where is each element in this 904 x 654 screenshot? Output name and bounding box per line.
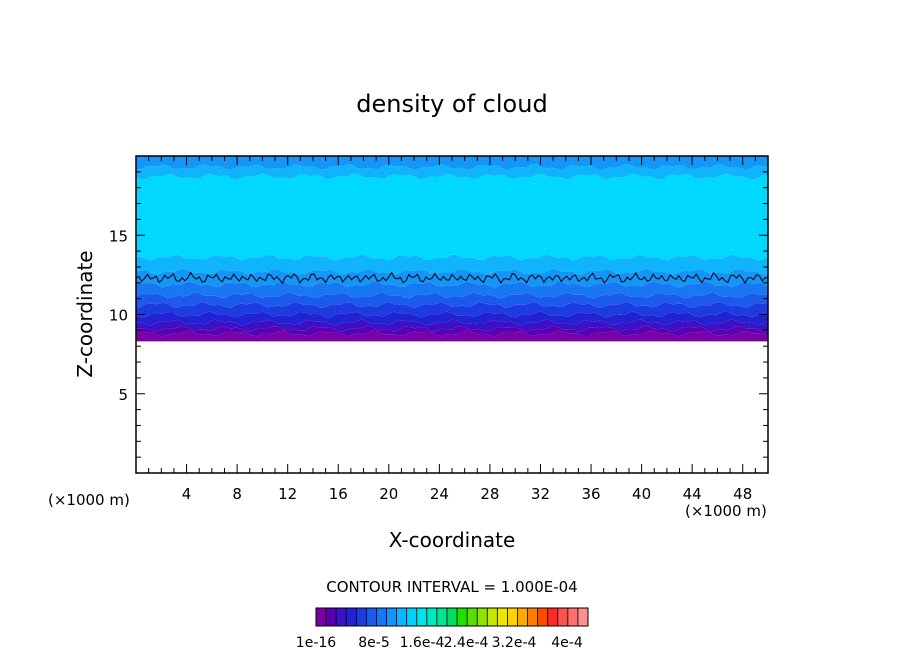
y-axis: 5 10 15	[109, 171, 768, 458]
x-tick-label: 36	[581, 485, 600, 503]
colorbar-swatch	[396, 608, 407, 626]
density-band	[136, 330, 768, 342]
colorbar-swatch	[416, 608, 428, 626]
colorbar-swatch	[436, 608, 448, 626]
x-tick-label: 4	[182, 485, 192, 503]
chart-title: density of cloud	[356, 90, 547, 118]
x-tick-label: 16	[329, 485, 348, 503]
colorbar-swatch	[356, 608, 367, 626]
x-tick-label: 28	[480, 485, 499, 503]
density-band	[136, 281, 768, 299]
colorbar-labels: 1e-16 8e-5 1.6e-4 2.4e-4 3.2e-4 4e-4	[296, 635, 583, 651]
x-tick-label: 44	[683, 485, 702, 503]
x-unit-left: (×1000 m)	[48, 491, 130, 509]
density-band	[136, 254, 768, 275]
colorbar-swatch	[467, 608, 478, 626]
colorbar-swatch	[517, 608, 528, 626]
x-tick-label: 12	[278, 485, 297, 503]
colorbar-swatch	[487, 608, 498, 626]
density-band	[136, 268, 768, 288]
density-band	[136, 311, 768, 326]
colorbar-swatch	[507, 608, 518, 626]
x-tick-label: 40	[632, 485, 651, 503]
density-field	[136, 156, 768, 342]
x-axis: 4 8 12 16 20 24 28 32 36 40 44 48	[148, 156, 756, 503]
x-unit-right: (×1000 m)	[685, 502, 767, 520]
x-tick-label: 48	[733, 485, 752, 503]
colorbar-swatch	[497, 608, 508, 626]
x-axis-label: X-coordinate	[389, 528, 516, 552]
colorbar-swatch	[376, 608, 387, 626]
y-tick-label: 5	[118, 386, 128, 404]
colorbar-label: 8e-5	[358, 635, 389, 651]
colorbar-swatch	[346, 608, 357, 626]
colorbar-swatch	[457, 608, 468, 626]
density-band	[136, 156, 768, 171]
density-band	[136, 173, 768, 261]
colorbar-swatch	[326, 608, 337, 626]
colorbar-label: 2.4e-4	[444, 635, 489, 651]
x-tick-label: 8	[232, 485, 242, 503]
colorbar-swatch	[426, 608, 438, 626]
colorbar-swatch	[386, 608, 397, 626]
colorbar-swatch	[336, 608, 347, 626]
x-tick-label: 20	[379, 485, 398, 503]
colorbar-swatch	[567, 608, 579, 626]
colorbar-swatch	[557, 608, 569, 626]
contour-line	[136, 271, 768, 285]
colorbar-swatch	[477, 608, 488, 626]
y-axis-label: Z-coordinate	[73, 250, 97, 377]
density-band	[136, 319, 768, 332]
x-tick-label: 24	[430, 485, 449, 503]
density-band	[136, 164, 768, 180]
density-band	[136, 301, 768, 318]
x-tick-label: 32	[531, 485, 550, 503]
colorbar-swatch	[316, 608, 327, 626]
colorbar-swatch	[406, 608, 418, 626]
density-band	[136, 325, 768, 337]
colorbar-swatch	[547, 608, 559, 626]
colorbar-swatch	[577, 608, 589, 626]
colorbar-label: 1.6e-4	[400, 635, 445, 651]
y-tick-label: 10	[109, 307, 128, 325]
colorbar	[315, 607, 589, 627]
colorbar-label: 1e-16	[296, 635, 336, 651]
contour-interval-text: CONTOUR INTERVAL = 1.000E-04	[326, 578, 577, 596]
colorbar-swatch	[446, 608, 458, 626]
colorbar-label: 4e-4	[551, 635, 583, 651]
colorbar-swatch	[527, 608, 538, 626]
colorbar-swatch	[366, 608, 377, 626]
y-tick-label: 15	[109, 227, 128, 245]
density-band	[136, 292, 768, 309]
colorbar-swatch	[537, 608, 548, 626]
colorbar-label: 3.2e-4	[492, 635, 537, 651]
